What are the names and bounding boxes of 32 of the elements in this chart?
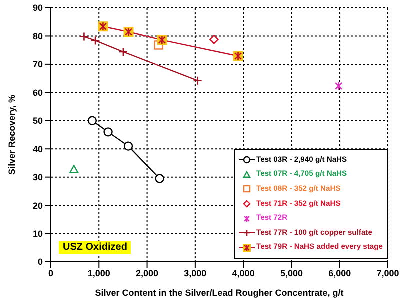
- point: [124, 142, 134, 151]
- y-tick-label: 0: [38, 257, 43, 268]
- point: [193, 76, 202, 86]
- y-tick-label: 90: [32, 3, 43, 14]
- y-tick-label: 80: [32, 31, 43, 42]
- x-tick-label: 5,000: [280, 268, 303, 278]
- x-tick-label: 7,000: [376, 268, 400, 278]
- point: [88, 116, 98, 126]
- point: [70, 165, 79, 174]
- x-tick-label: 4,000: [232, 268, 255, 278]
- y-tick-label: 40: [32, 144, 43, 154]
- x-tick-label: 0: [48, 268, 54, 278]
- point: [210, 35, 219, 44]
- point: [80, 32, 89, 42]
- y-tick-label: 30: [32, 172, 43, 183]
- y-tick-label: 10: [32, 228, 43, 239]
- x-tick-label: 6,000: [328, 268, 352, 278]
- y-axis-title: Silver Recovery, %: [7, 95, 18, 175]
- point: [335, 82, 343, 91]
- x-axis-title: Silver Content in the Silver/Lead Rougher Concentrate, g/t: [95, 288, 344, 298]
- x-tick-label: 3,000: [184, 268, 207, 278]
- y-tick-label: 50: [32, 116, 43, 126]
- point: [104, 128, 113, 137]
- x-tick-label: 2,000: [136, 268, 159, 278]
- point: [155, 174, 164, 184]
- y-tick-label: 20: [32, 200, 43, 211]
- annotation: USZ Oxidized: [59, 241, 132, 254]
- point: [90, 36, 100, 46]
- x-tick-label: 1,000: [88, 268, 110, 278]
- y-tick-label: 60: [32, 88, 43, 98]
- y-tick-label: 70: [32, 60, 43, 70]
- point: [118, 47, 128, 57]
